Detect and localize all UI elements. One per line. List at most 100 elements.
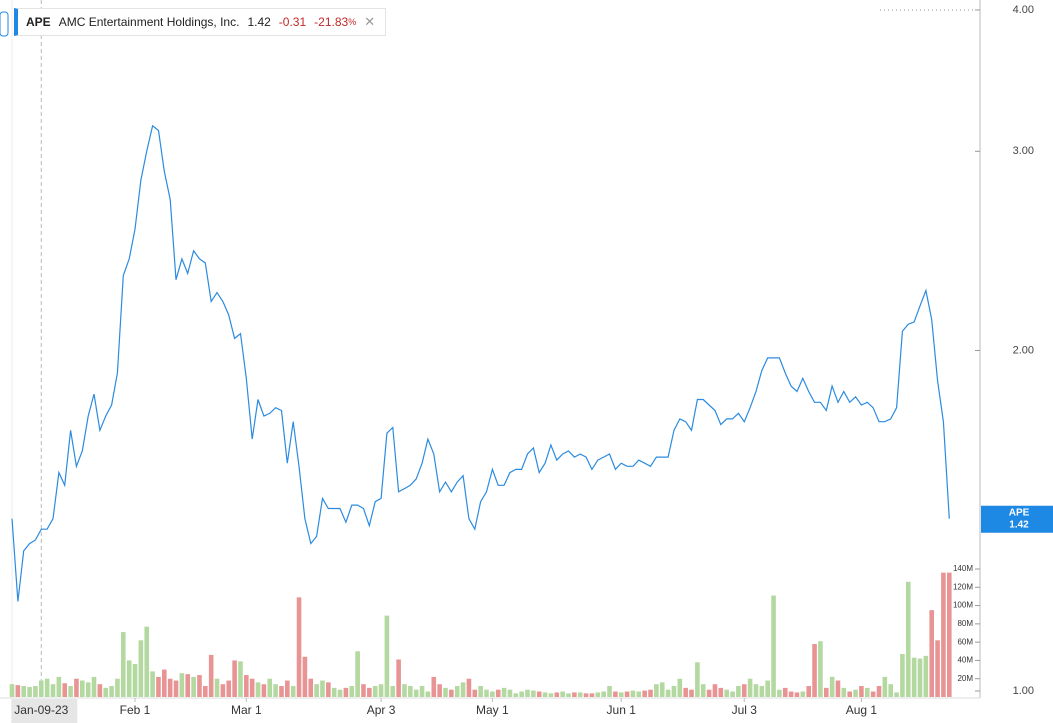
- volume-bar: [156, 676, 161, 697]
- volume-bar: [285, 680, 290, 697]
- x-tick-label: Apr 3: [367, 703, 396, 717]
- volume-bar: [905, 581, 911, 697]
- volume-bar: [566, 693, 571, 697]
- x-tick-label: Aug 1: [846, 703, 878, 717]
- volume-bar: [144, 626, 150, 697]
- volume-bar: [876, 686, 882, 697]
- volume-bar: [724, 689, 729, 697]
- volume-bar: [478, 686, 483, 697]
- volume-bar: [771, 595, 776, 697]
- volume-tick-label: 140M: [953, 564, 973, 573]
- volume-bar: [56, 676, 62, 697]
- volume-bar: [695, 662, 700, 697]
- volume-bar: [85, 682, 91, 697]
- volume-bar: [314, 684, 319, 697]
- volume-bar: [882, 676, 888, 697]
- volume-bar: [859, 686, 864, 697]
- volume-bar: [273, 684, 278, 697]
- price-line: [11, 124, 950, 602]
- volume-bar: [173, 680, 179, 697]
- price-badge-symbol: APE: [1009, 507, 1030, 518]
- volume-bar: [232, 660, 237, 697]
- volume-bar: [279, 686, 284, 697]
- volume-bar: [361, 684, 366, 697]
- volume-bar: [507, 689, 513, 697]
- volume-bar: [794, 692, 800, 697]
- volume-bar: [759, 686, 765, 697]
- volume-bar: [765, 680, 770, 697]
- volume-bar: [806, 686, 811, 697]
- volume-bar: [378, 684, 384, 697]
- x-tick-label: May 1: [476, 703, 509, 717]
- volume-bar: [782, 687, 788, 697]
- volume-bar: [214, 678, 220, 697]
- side-tab[interactable]: [0, 11, 9, 37]
- volume-bar: [490, 691, 495, 697]
- volume-bar: [384, 615, 390, 697]
- volume-bar: [437, 684, 442, 697]
- volume-bar: [349, 686, 355, 697]
- volume-bar: [355, 651, 360, 697]
- legend-symbol: APE: [26, 15, 51, 29]
- volume-bar: [443, 687, 448, 697]
- legend[interactable]: APE AMC Entertainment Holdings, Inc. 1.4…: [14, 8, 387, 36]
- volume-bar: [449, 689, 454, 697]
- x-tick-label: Mar 1: [231, 703, 262, 717]
- volume-bar: [79, 680, 85, 697]
- volume-bar: [607, 686, 612, 697]
- volume-bar: [870, 691, 876, 697]
- volume-bar: [132, 664, 138, 697]
- volume-bar: [402, 684, 407, 697]
- volume-bar: [454, 686, 460, 697]
- volume-bar: [636, 691, 642, 697]
- volume-bar: [923, 655, 929, 697]
- volume-bar: [21, 686, 27, 697]
- volume-bar: [238, 661, 243, 697]
- volume-bar: [572, 692, 577, 697]
- volume-bar: [736, 686, 741, 697]
- volume-bar: [648, 689, 653, 697]
- volume-bar: [613, 691, 618, 697]
- legend-pct-unit: %: [348, 17, 357, 27]
- volume-bar: [823, 687, 829, 697]
- volume-bar: [542, 692, 548, 697]
- volume-bar: [501, 687, 507, 697]
- legend-last: 1.42: [247, 15, 271, 29]
- volume-bar: [911, 657, 917, 697]
- volume-bar: [9, 684, 15, 697]
- volume-bar: [935, 640, 940, 697]
- volume-bar: [706, 689, 712, 697]
- volume-bar: [946, 572, 952, 697]
- volume-bar: [800, 691, 806, 697]
- volume-bar: [197, 675, 202, 697]
- volume-bar: [659, 682, 665, 697]
- volume-bar: [44, 678, 50, 697]
- volume-bar: [38, 680, 44, 697]
- volume-bar: [296, 597, 302, 697]
- volume-bar: [601, 691, 606, 697]
- volume-tick-label: 60M: [957, 637, 973, 646]
- x-tick-label: Jul 3: [732, 703, 758, 717]
- volume-tick-label: 120M: [953, 582, 973, 591]
- volume-bar: [642, 690, 647, 697]
- legend-company: AMC Entertainment Holdings, Inc.: [58, 15, 240, 29]
- volume-bar: [683, 687, 688, 697]
- volume-bar: [818, 641, 823, 697]
- volume-bar: [208, 654, 214, 697]
- volume-bar: [244, 675, 249, 697]
- volume-tick-label: 20M: [957, 674, 973, 683]
- volume-bar: [290, 686, 296, 697]
- x-label-box: [11, 699, 78, 723]
- volume-bar: [624, 691, 630, 697]
- volume-bar: [536, 691, 542, 697]
- volume-bar: [589, 693, 595, 697]
- volume-bar: [103, 687, 109, 697]
- volume-bar: [513, 693, 519, 697]
- price-badge: [981, 505, 1053, 533]
- close-icon[interactable]: ✕: [364, 14, 376, 29]
- volume-bar: [466, 678, 472, 697]
- volume-bar: [33, 686, 38, 697]
- volume-bar: [812, 643, 817, 697]
